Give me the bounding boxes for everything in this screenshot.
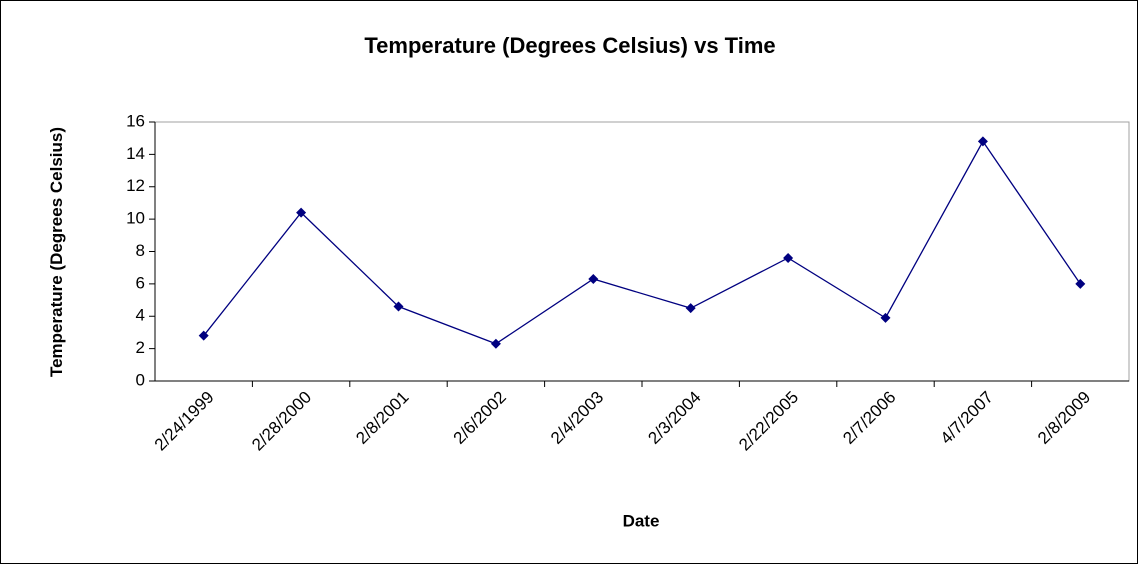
y-axis-title: Temperature (Degrees Celsius) [47,126,66,378]
point [198,330,209,341]
y-tick-label: 14 [126,144,145,163]
point [588,274,599,285]
y-tick-label: 2 [136,338,145,357]
y-tick-label: 12 [126,176,145,195]
plot-area [154,121,1130,382]
point [977,136,988,147]
point [393,301,404,312]
point [1075,278,1086,289]
y-tick-label: 8 [136,241,145,260]
y-tick-label: 10 [126,209,145,228]
series-line [203,140,1081,345]
y-tick-label: 0 [136,370,145,389]
y-tick-label: 16 [126,111,145,130]
point [490,338,501,349]
point [296,207,307,218]
chart-title: Temperature (Degrees Celsius) vs Time [364,33,775,58]
y-tick-label: 4 [136,306,145,325]
x-axis-title: Date [623,511,660,530]
y-tick-label: 6 [136,273,145,292]
point [783,252,794,263]
point [880,312,891,323]
point [685,303,696,314]
